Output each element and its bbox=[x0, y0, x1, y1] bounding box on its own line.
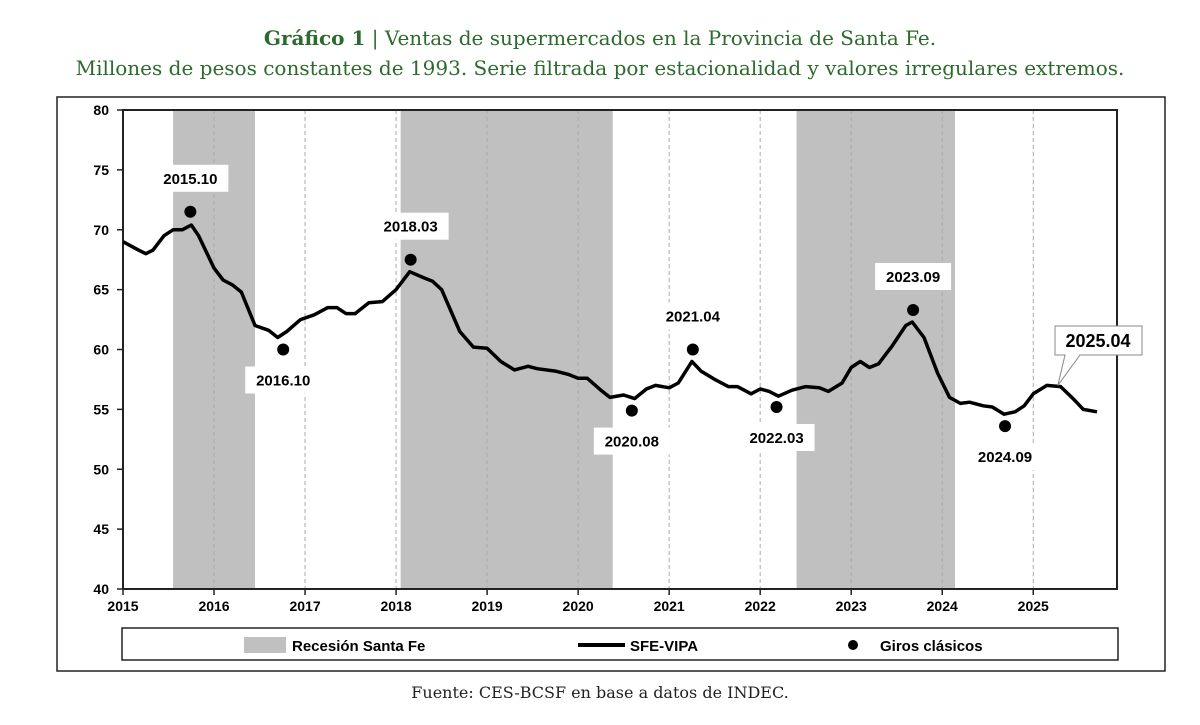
y-tick-label: 65 bbox=[93, 282, 109, 298]
series-line-sfe-vipa bbox=[122, 223, 1098, 416]
y-tick-label: 70 bbox=[93, 222, 109, 238]
title-rest: | Ventas de supermercados en la Provinci… bbox=[365, 26, 937, 50]
turning-point bbox=[907, 303, 920, 316]
turning-point bbox=[770, 400, 783, 413]
x-tick-label: 2021 bbox=[654, 598, 685, 614]
turning-point-label: 2020.08 bbox=[605, 434, 659, 451]
x-tick-label: 2023 bbox=[836, 598, 867, 614]
recession-band bbox=[400, 110, 613, 589]
turning-point-label: 2021.04 bbox=[666, 309, 721, 326]
legend-recession-swatch bbox=[244, 637, 286, 653]
turning-point-label: 2018.03 bbox=[384, 219, 438, 236]
turning-point bbox=[277, 343, 290, 356]
turning-point-label: 2024.09 bbox=[978, 449, 1032, 466]
legend-points-swatch bbox=[848, 640, 858, 650]
turning-point-label-bg bbox=[654, 302, 731, 330]
recession-band bbox=[796, 110, 955, 589]
turning-point-label: 2022.03 bbox=[749, 430, 803, 447]
legend-recession-label: Recesión Santa Fe bbox=[292, 638, 425, 655]
turning-point-label-bg bbox=[372, 212, 449, 240]
legend: Recesión Santa Fe SFE-VIPA Giros clásico… bbox=[121, 627, 1119, 661]
turning-point-label: 2023.09 bbox=[886, 269, 940, 286]
y-tick-label: 60 bbox=[93, 342, 109, 358]
turning-point bbox=[686, 343, 699, 356]
turning-point bbox=[404, 253, 417, 266]
turning-point bbox=[184, 205, 197, 218]
y-tick-label: 40 bbox=[93, 581, 109, 597]
legend-points-label: Giros clásicos bbox=[880, 638, 983, 655]
chart-subtitle: Millones de pesos constantes de 1993. Se… bbox=[75, 56, 1125, 80]
turning-point-label-bg bbox=[152, 164, 229, 192]
legend-series-label: SFE-VIPA bbox=[630, 638, 698, 655]
turning-point bbox=[625, 404, 638, 417]
turning-point-label-bg bbox=[245, 366, 322, 394]
x-tick-label: 2018 bbox=[380, 598, 411, 614]
callout-box bbox=[1054, 325, 1143, 386]
plot-area bbox=[122, 109, 1118, 590]
y-tick-label: 55 bbox=[93, 401, 109, 417]
x-tick-label: 2015 bbox=[107, 598, 138, 614]
source-note: Fuente: CES-BCSF en base a datos de INDE… bbox=[411, 683, 789, 702]
turning-point-label-bg bbox=[738, 423, 815, 451]
x-tick-label: 2017 bbox=[289, 598, 320, 614]
turning-point-label: 2016.10 bbox=[256, 373, 310, 390]
y-tick-label: 80 bbox=[93, 102, 109, 118]
turning-point-label-bg bbox=[593, 427, 670, 455]
x-tick-label: 2020 bbox=[563, 598, 594, 614]
x-tick-label: 2019 bbox=[472, 598, 503, 614]
title-bold: Gráfico 1 bbox=[263, 26, 366, 50]
chart-title: Gráfico 1 | Ventas de supermercados en l… bbox=[0, 26, 1200, 50]
turning-point bbox=[999, 420, 1012, 433]
x-tick-label: 2016 bbox=[198, 598, 229, 614]
turning-point-label-bg bbox=[875, 262, 952, 290]
turning-point-label: 2015.10 bbox=[163, 171, 217, 188]
y-tick-label: 50 bbox=[93, 461, 109, 477]
chart-frame bbox=[56, 96, 1166, 672]
y-tick-label: 45 bbox=[93, 521, 109, 537]
x-tick-label: 2024 bbox=[927, 598, 958, 614]
x-tick-label: 2025 bbox=[1018, 598, 1049, 614]
callout-label: 2025.04 bbox=[1065, 331, 1130, 351]
turning-point-label-bg bbox=[967, 443, 1044, 471]
y-tick-label: 75 bbox=[93, 162, 109, 178]
x-tick-label: 2022 bbox=[745, 598, 776, 614]
